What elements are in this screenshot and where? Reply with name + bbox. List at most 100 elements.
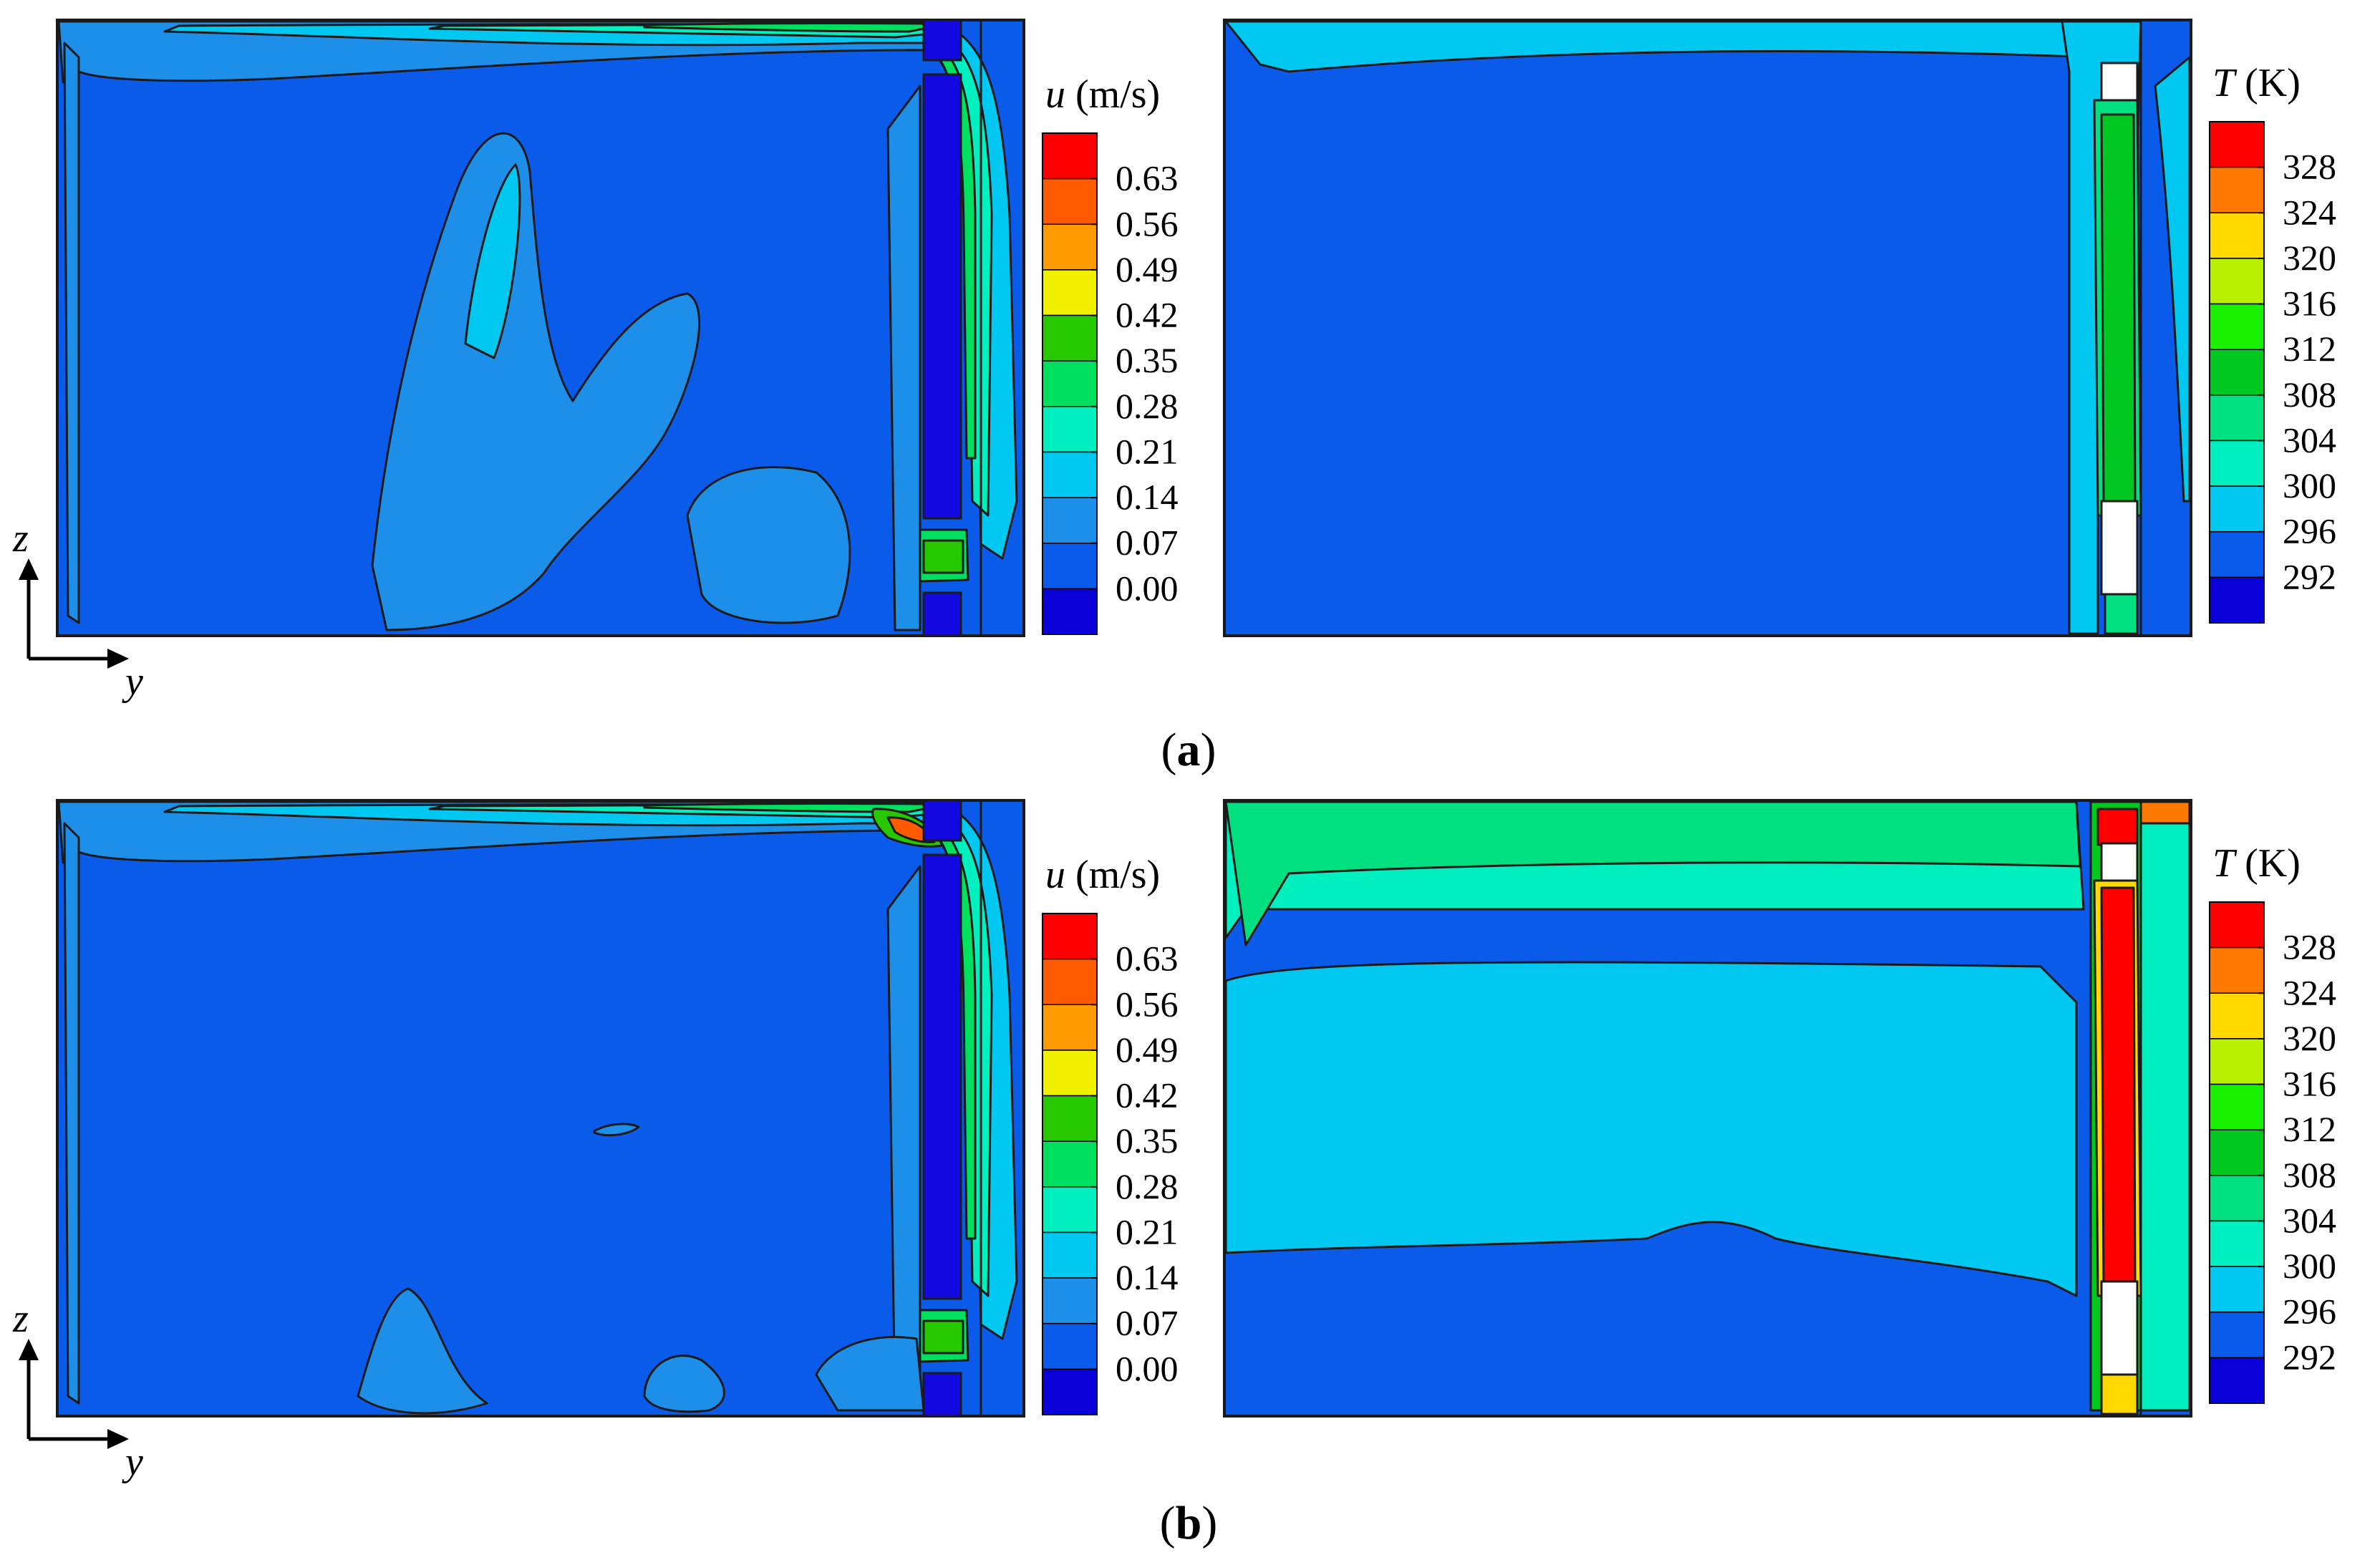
colorbar-frame [2209, 121, 2265, 624]
colorbar-tick-label: 0.56 [1116, 984, 1179, 1024]
y-axis-label: y [122, 659, 143, 704]
colorbar-tick-label: 320 [2283, 238, 2336, 278]
colorbar-band [2209, 303, 2265, 350]
colorbar-tick-label: 292 [2283, 556, 2336, 596]
y-axis-label: y [122, 1440, 143, 1484]
colorbar-u-a: 0.63 0.56 0.49 0.42 0.35 0.28 0.21 0.14 0.07 0.00… [1042, 72, 1179, 635]
y-arrow-head [107, 1429, 129, 1449]
block-middle [922, 73, 962, 520]
colorbar-band [1042, 497, 1098, 544]
contour-region [922, 539, 964, 574]
colorbar-band [1042, 958, 1098, 1006]
colorbar-band [2209, 992, 2265, 1040]
colorbar-band [2209, 212, 2265, 259]
contour-region [686, 466, 851, 624]
colorbar-title: T (K) [2212, 61, 2301, 105]
colorbar-tick-label: 292 [2283, 1337, 2336, 1377]
colorbar-band [2209, 901, 2265, 949]
colorbar-tick-label: 0.49 [1116, 1029, 1179, 1070]
panel-a-temperature [1223, 19, 2192, 637]
y-arrow-head [107, 649, 129, 669]
colorbar-tick-label: 324 [2283, 192, 2336, 232]
contour-region [593, 1123, 640, 1137]
colorbar-frame [2209, 901, 2265, 1404]
colorbar-band [1042, 1050, 1098, 1097]
contour-region [464, 163, 521, 359]
block-bottom [922, 1372, 962, 1418]
colorbar-band [1042, 1186, 1098, 1234]
colorbar-tick-label: 296 [2283, 511, 2336, 551]
colorbar-band [2209, 530, 2265, 578]
colorbar-band [1042, 1231, 1098, 1279]
colorbar-tick-label: 316 [2283, 1064, 2336, 1104]
contour-region [357, 1287, 488, 1415]
z-arrow-head [19, 1339, 39, 1360]
colorbar-unit: (K) [2235, 841, 2301, 886]
contour-region [2100, 113, 2137, 503]
colorbar-tick-label: 0.35 [1116, 340, 1179, 380]
colorbar-tick-label: 0.28 [1116, 386, 1179, 426]
block-bottom [922, 591, 962, 637]
colorbar-tick-label: 0.21 [1116, 1211, 1179, 1251]
block-top [922, 19, 962, 62]
axis-indicators: zy zy [12, 516, 143, 1484]
colorbar-T-a: 328 324 320 316 312 308 304 300 296 292 T (K) [2209, 61, 2336, 624]
colorbar-tick-label: 328 [2283, 147, 2336, 187]
colorbar-band [1042, 132, 1098, 180]
colorbar-tick-label: 324 [2283, 972, 2336, 1012]
axis-indicator: zy [12, 1297, 143, 1484]
panel-a-velocity [56, 19, 1025, 637]
colorbar-band [2209, 576, 2265, 624]
colorbar-band [2209, 440, 2265, 487]
contour-region [1224, 20, 2099, 73]
axis-indicator: zy [12, 516, 143, 704]
colorbar-tick-label: 0.42 [1116, 295, 1179, 335]
colorbar-symbol: u [1045, 853, 1065, 897]
colorbar-tick-label: 300 [2283, 1246, 2336, 1286]
colorbar-tick-label: 0.63 [1116, 939, 1179, 979]
colorbar-tick-label: 312 [2283, 1109, 2336, 1149]
block-gap [2100, 842, 2139, 882]
colorbar-band [1042, 406, 1098, 453]
panel-label-b: (b) [1159, 1497, 1218, 1549]
colorbar-band [2209, 121, 2265, 168]
colorbars: 0.63 0.56 0.49 0.42 0.35 0.28 0.21 0.14 0.07 0.00… [1042, 61, 2336, 1415]
colorbar-tick-label: 0.07 [1116, 523, 1179, 563]
colorbar-tick-label: 296 [2283, 1292, 2336, 1332]
colorbar-tick-label: 0.14 [1116, 1257, 1179, 1297]
contour-region [2139, 822, 2191, 1412]
colorbar-u-b: 0.63 0.56 0.49 0.42 0.35 0.28 0.21 0.14 0.07 0.00… [1042, 853, 1179, 1415]
colorbar-tick-label: 320 [2283, 1018, 2336, 1058]
block-gap [2100, 62, 2139, 102]
contour-region [2096, 808, 2139, 846]
colorbar-tick-label: 0.56 [1116, 203, 1179, 243]
z-arrow-head [19, 558, 39, 580]
colorbar-band [1042, 1004, 1098, 1051]
colorbar-band [1042, 360, 1098, 407]
colorbar-band [2209, 1129, 2265, 1176]
colorbar-tick-label: 0.00 [1116, 568, 1179, 608]
contour-region [63, 822, 80, 1405]
colorbar-band [1042, 1322, 1098, 1370]
colorbar-tick-label: 0.28 [1116, 1166, 1179, 1206]
contour-region [2100, 1373, 2139, 1415]
colorbar-tick-label: 316 [2283, 284, 2336, 324]
colorbar-tick-label: 0.63 [1116, 158, 1179, 198]
colorbar-tick-label: 308 [2283, 1155, 2336, 1195]
colorbar-title: T (K) [2212, 841, 2301, 886]
colorbar-tick-label: 0.42 [1116, 1075, 1179, 1115]
colorbar-tick-label: 304 [2283, 1200, 2336, 1240]
colorbar-band [1042, 1368, 1098, 1415]
colorbar-unit: (K) [2235, 61, 2301, 105]
colorbar-band [2209, 1220, 2265, 1267]
panel-label-a: (a) [1161, 724, 1216, 776]
colorbar-T-b: 328 324 320 316 312 308 304 300 296 292 T (K) [2209, 841, 2336, 1404]
colorbar-band [1042, 588, 1098, 635]
colorbar-band [1042, 314, 1098, 362]
colorbar-band [2209, 1175, 2265, 1222]
contour-region [2100, 886, 2137, 1290]
colorbar-band [2209, 1311, 2265, 1359]
colorbar-band [1042, 223, 1098, 271]
contour-plots [56, 19, 2192, 1418]
colorbar-tick-label: 0.07 [1116, 1303, 1179, 1343]
